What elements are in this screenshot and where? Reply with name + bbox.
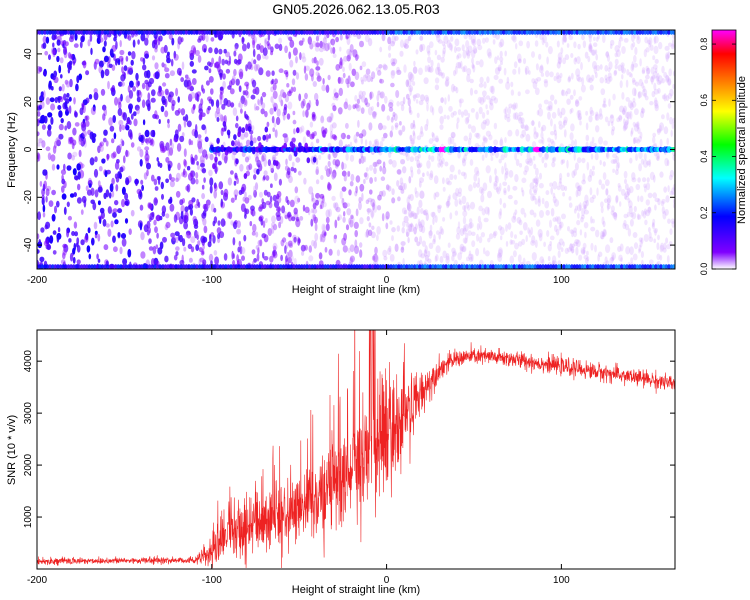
snr-ytick-label: 3000 <box>23 402 34 425</box>
snr-series-line <box>37 330 675 568</box>
spectrogram-xtick-label: -200 <box>27 275 47 286</box>
snr-panel: -200 -100 0 100 1000 2000 3000 4000 Height of s… <box>6 329 676 596</box>
colorbar-tick-label: 0.4 <box>699 150 709 163</box>
spectrogram-ytick-label: -20 <box>23 190 34 205</box>
spectrogram-ylabel: Frequency (Hz) <box>6 112 18 188</box>
figure-title: GN05.2026.062.13.05.R03 <box>272 1 440 17</box>
spectrogram-xlabel: Height of straight line (km) <box>292 284 420 296</box>
spectrogram-heatmap <box>37 30 675 269</box>
snr-xtick-label: 0 <box>384 575 390 586</box>
snr-xtick-label: 100 <box>553 575 570 586</box>
colorbar-tick-label: 0.6 <box>699 94 709 107</box>
spectrogram-ytick-label: 0 <box>23 146 34 152</box>
snr-background <box>37 330 675 569</box>
snr-ticks: -200 -100 0 100 1000 2000 3000 4000 <box>23 330 675 586</box>
snr-ytick-label: 4000 <box>23 350 34 373</box>
colorbar: 0.0 0.2 0.4 0.6 0.8 Normalized spectral ampl… <box>699 29 748 275</box>
colorbar-gradient <box>711 29 737 270</box>
colorbar-tick-label: 0.0 <box>699 263 709 276</box>
snr-ytick-label: 1000 <box>23 505 34 528</box>
spectrogram-xtick-label: -100 <box>202 275 222 286</box>
spectrogram-ytick-label: -40 <box>23 237 34 252</box>
snr-xtick-label: -100 <box>202 575 222 586</box>
spectrogram-ytick-label: 20 <box>23 96 34 108</box>
colorbar-tick-label: 0.8 <box>699 38 709 51</box>
colorbar-tick-label: 0.2 <box>699 207 709 220</box>
spectrogram-ytick-label: 40 <box>23 48 34 60</box>
snr-ylabel: SNR (10 * v/v) <box>6 415 18 485</box>
colorbar-label: Normalized spectral amplitude <box>736 76 748 224</box>
spectrogram-xtick-label: 100 <box>553 275 570 286</box>
colorbar-ticks: 0.0 0.2 0.4 0.6 0.8 <box>699 38 736 275</box>
snr-frame <box>36 329 676 570</box>
spectrogram-xtick-label: 0 <box>384 275 390 286</box>
snr-xlabel: Height of straight line (km) <box>292 584 420 596</box>
snr-ytick-label: 2000 <box>23 454 34 477</box>
snr-xtick-label: -200 <box>27 575 47 586</box>
